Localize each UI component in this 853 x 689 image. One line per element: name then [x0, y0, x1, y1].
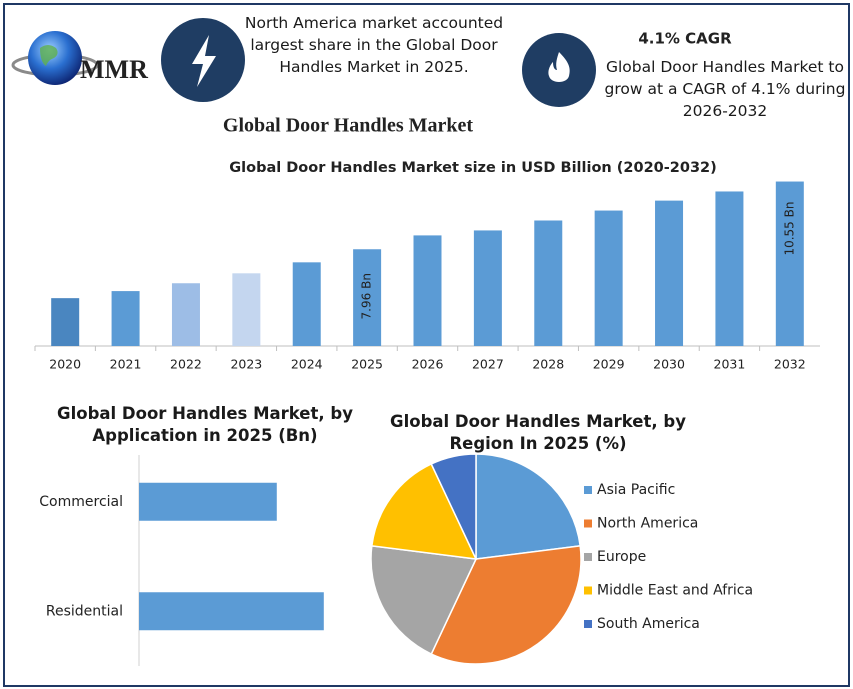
legend-label: South America [597, 616, 700, 632]
bar [111, 291, 140, 346]
logo-globe [28, 31, 82, 85]
pie-slice [475, 453, 582, 560]
legend-swatch [584, 519, 592, 528]
logo: MMR [11, 31, 148, 85]
bar [594, 210, 623, 346]
x-tick-label: 2028 [532, 357, 564, 372]
bolt-icon [161, 18, 245, 102]
bolt [192, 35, 216, 87]
x-tick-label: 2025 [351, 357, 383, 372]
bar [534, 220, 563, 346]
cagr-text: Global Door Handles Market to grow at a … [604, 58, 846, 120]
bar [139, 592, 324, 631]
x-tick-label: 2030 [653, 357, 685, 372]
y-tick-label: Residential [46, 603, 123, 619]
bar [655, 200, 684, 346]
cagr-title: 4.1% CAGR [638, 30, 732, 48]
chart-title: Global Door Handles Market, by Applicati… [57, 404, 353, 445]
x-tick-label: 2024 [291, 357, 323, 372]
x-tick-label: 2020 [49, 357, 81, 372]
main-title: Global Door Handles Market [223, 115, 474, 137]
flame [548, 52, 570, 82]
bar [473, 230, 502, 346]
x-tick-label: 2022 [170, 357, 202, 372]
y-tick-label: Commercial [39, 494, 123, 510]
x-tick-label: 2032 [774, 357, 806, 372]
chart-title: Global Door Handles Market, by Region In… [390, 412, 686, 453]
chart-title: Global Door Handles Market size in USD B… [229, 160, 717, 176]
legend-swatch [584, 586, 592, 595]
legend-label: Asia Pacific [597, 482, 675, 498]
legend-label: Middle East and Africa [597, 583, 753, 599]
legend-label: Europe [597, 549, 646, 565]
flame-icon [522, 33, 596, 107]
bar [171, 283, 200, 346]
bar [232, 273, 261, 346]
pie-slice [430, 453, 477, 560]
pie-slice [370, 545, 478, 656]
value-label: 10.55 Bn [782, 202, 796, 256]
x-tick-label: 2026 [412, 357, 444, 372]
legend-swatch [584, 486, 592, 494]
bar [51, 298, 80, 346]
x-tick-label: 2031 [714, 357, 746, 372]
bar [715, 191, 744, 346]
bar [775, 181, 804, 346]
pie-slice [370, 462, 478, 560]
bar [292, 262, 321, 346]
x-tick-label: 2023 [230, 357, 262, 372]
bar [139, 482, 277, 521]
legend-swatch [584, 620, 592, 628]
logo-land [40, 45, 58, 66]
value-label: 7.96 Bn [360, 273, 374, 319]
legend-label: North America [597, 516, 698, 532]
bar [413, 235, 442, 346]
x-tick-label: 2027 [472, 357, 504, 372]
legend-swatch [584, 553, 592, 561]
logo-text: MMR [80, 55, 148, 84]
bar [353, 249, 382, 346]
x-tick-label: 2029 [593, 357, 625, 372]
highlight-text: North America market accounted largest s… [244, 14, 504, 76]
frame [3, 3, 850, 687]
x-tick-label: 2021 [110, 357, 142, 372]
